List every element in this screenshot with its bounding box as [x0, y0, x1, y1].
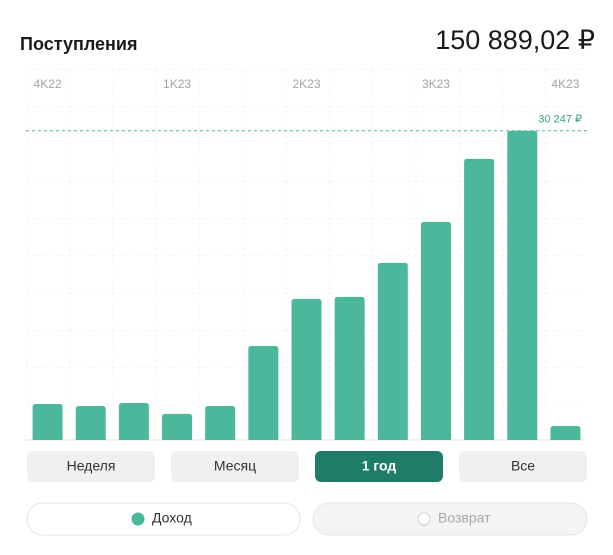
bar — [507, 130, 538, 440]
period-button[interactable] — [27, 451, 155, 482]
series-toggle[interactable] — [312, 502, 588, 536]
period-button[interactable] — [171, 451, 299, 482]
total: 150 889,02 ₽ — [435, 25, 595, 55]
bar — [205, 405, 236, 440]
period-label[interactable]: 1 год — [362, 458, 397, 474]
period-label[interactable]: Все — [511, 458, 535, 474]
period-button[interactable] — [315, 451, 443, 482]
x-tick-label: 3K23 — [422, 77, 450, 91]
toggle-label[interactable]: Возврат — [438, 510, 491, 526]
bar — [334, 296, 365, 440]
bar — [550, 425, 581, 440]
period-label[interactable]: Месяц — [214, 458, 256, 474]
x-tick-label: 4K22 — [34, 77, 62, 91]
bar — [464, 158, 495, 440]
max-label: 30 247 ₽ — [538, 114, 582, 126]
bar — [420, 221, 451, 440]
x-tick-label: 4K23 — [551, 77, 579, 91]
bar — [291, 298, 322, 440]
x-tick-label: 2K23 — [292, 77, 320, 91]
bar — [377, 262, 408, 440]
toggle-dot — [131, 512, 145, 526]
bar — [75, 405, 106, 440]
title: Поступления — [20, 34, 138, 54]
toggle-dot — [417, 512, 431, 526]
controls: Неделя Месяц 1 год Все Доход Возврат — [26, 451, 588, 536]
chart: 4K22 1K23 2K23 3K23 4K23 30 247 ₽ — [26, 77, 587, 440]
bar — [162, 413, 193, 440]
bar — [32, 404, 63, 440]
period-button[interactable] — [459, 451, 587, 482]
toggle-label[interactable]: Доход — [152, 510, 192, 526]
bar — [248, 345, 279, 440]
x-tick-label: 1K23 — [163, 77, 191, 91]
period-label[interactable]: Неделя — [67, 458, 116, 474]
bar — [118, 402, 149, 440]
series-toggle[interactable] — [26, 502, 301, 536]
